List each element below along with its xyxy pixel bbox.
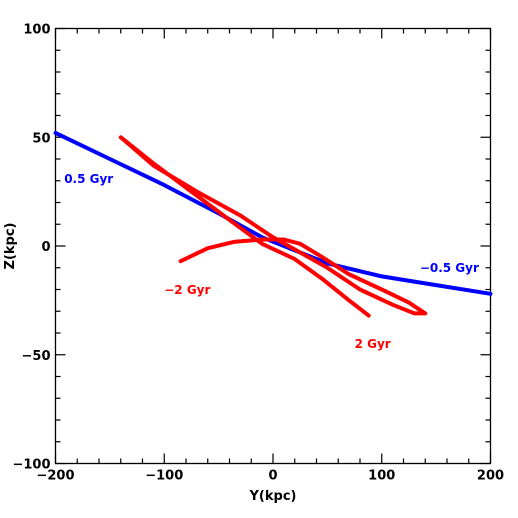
x-axis-label: Y(kpc)	[249, 489, 297, 504]
y-tick-label: 50	[32, 131, 50, 146]
annotation-label: −2 Gyr	[164, 283, 210, 297]
annotation-label: −0.5 Gyr	[420, 261, 479, 275]
annotation-label: 2 Gyr	[355, 337, 391, 351]
series-layer	[53, 130, 493, 318]
orbit-curve-3	[118, 135, 428, 318]
x-tick-label: 0	[268, 469, 277, 484]
orbit-curve-2	[178, 237, 303, 264]
y-tick-label: −100	[12, 458, 50, 473]
x-tick-label: −100	[145, 469, 183, 484]
plot-frame	[54, 27, 492, 465]
annotation-label: 0.5 Gyr	[64, 172, 113, 186]
ticks	[54, 27, 492, 465]
y-tick-label: −50	[22, 349, 51, 364]
orbit-curve-1	[53, 130, 493, 296]
y-tick-label: 100	[23, 23, 50, 38]
y-tick-label: 0	[41, 240, 50, 255]
x-tick-label: 200	[477, 469, 504, 484]
x-tick-label: −200	[36, 469, 74, 484]
annotation-layer: 0.5 Gyr −0.5 Gyr −2 Gyr 2 Gyr	[64, 172, 479, 351]
y-axis-label: Z(kpc)	[3, 223, 18, 270]
x-tick-label: 100	[368, 469, 395, 484]
